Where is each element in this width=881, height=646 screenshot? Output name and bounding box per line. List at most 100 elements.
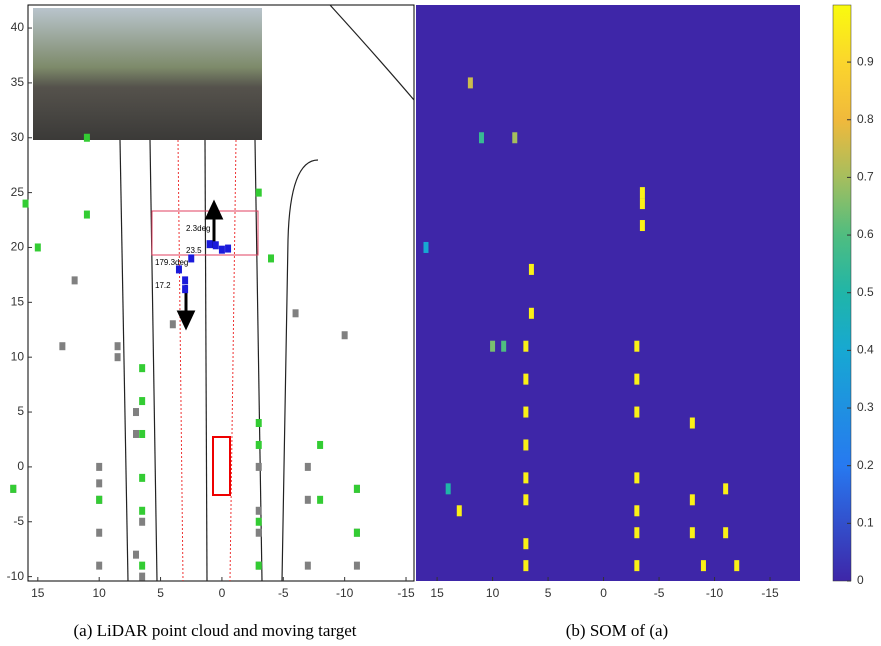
point — [305, 463, 311, 471]
point — [305, 562, 311, 570]
cell — [734, 560, 739, 571]
point — [182, 285, 188, 293]
cell — [523, 374, 528, 385]
cell — [523, 341, 528, 352]
point — [139, 474, 145, 482]
x-tick-label: -5 — [654, 586, 665, 600]
x-tick-label: 0 — [600, 586, 607, 600]
cell — [634, 505, 639, 516]
point — [256, 529, 262, 537]
point — [225, 245, 231, 253]
cell — [529, 264, 534, 275]
cell — [529, 308, 534, 319]
x-tick-label: 15 — [430, 586, 444, 600]
cell — [523, 407, 528, 418]
cell — [423, 242, 428, 253]
camera-inset — [33, 8, 262, 140]
y-tick-label: -10 — [7, 569, 25, 583]
cell — [523, 494, 528, 505]
annotation: 179.3deg — [155, 258, 188, 267]
point — [96, 463, 102, 471]
colorbar-tick-label: 0.9 — [857, 54, 874, 68]
cell — [523, 472, 528, 483]
cell — [634, 472, 639, 483]
annotation: 2.3deg — [186, 224, 210, 233]
point — [72, 276, 78, 284]
cell — [479, 132, 484, 143]
point — [133, 430, 139, 438]
point — [342, 331, 348, 339]
point — [10, 485, 16, 493]
y-tick-label: 25 — [11, 185, 25, 199]
cell — [446, 483, 451, 494]
cell — [690, 494, 695, 505]
x-tick-label: 10 — [486, 586, 500, 600]
point — [354, 562, 360, 570]
x-tick-label: 15 — [31, 586, 45, 600]
point — [96, 562, 102, 570]
x-tick-label: 5 — [157, 586, 164, 600]
y-tick-label: 35 — [11, 75, 25, 89]
cell — [690, 527, 695, 538]
cell — [523, 560, 528, 571]
colorbar-tick-label: 0.7 — [857, 170, 874, 184]
cell — [701, 560, 706, 571]
point — [207, 240, 213, 248]
annotation: 23.5 — [186, 246, 202, 255]
caption: (b) SOM of (a) — [566, 621, 668, 640]
cell — [634, 407, 639, 418]
plot-b-frame — [416, 5, 800, 581]
x-tick-label: -15 — [397, 586, 415, 600]
point — [256, 562, 262, 570]
point — [115, 342, 121, 350]
y-tick-label: 40 — [11, 20, 25, 34]
point — [256, 189, 262, 197]
point — [188, 254, 194, 262]
cell — [723, 527, 728, 538]
point — [84, 134, 90, 142]
colorbar-tick-label: 0.1 — [857, 516, 874, 530]
point — [23, 200, 29, 208]
colorbar-tick-label: 0.8 — [857, 112, 874, 126]
point — [59, 342, 65, 350]
cell — [634, 560, 639, 571]
cell — [634, 341, 639, 352]
x-tick-label: -10 — [336, 586, 354, 600]
point — [84, 211, 90, 219]
caption: (a) LiDAR point cloud and moving target — [74, 621, 357, 640]
point — [354, 529, 360, 537]
colorbar-tick-label: 0.5 — [857, 285, 874, 299]
y-tick-label: 10 — [11, 349, 25, 363]
cell — [634, 527, 639, 538]
cell — [634, 374, 639, 385]
point — [317, 441, 323, 449]
y-tick-label: 30 — [11, 130, 25, 144]
point — [139, 397, 145, 405]
cell — [523, 538, 528, 549]
point — [96, 529, 102, 537]
x-tick-label: -5 — [278, 586, 289, 600]
point — [133, 408, 139, 416]
cell — [640, 220, 645, 231]
point — [133, 551, 139, 559]
y-tick-label: -5 — [13, 514, 24, 528]
cell — [690, 418, 695, 429]
cell — [640, 198, 645, 209]
point — [256, 518, 262, 526]
point — [256, 419, 262, 427]
x-tick-label: 0 — [219, 586, 226, 600]
y-tick-label: 20 — [11, 240, 25, 254]
colorbar-tick-label: 0.3 — [857, 400, 874, 414]
point — [139, 364, 145, 372]
point — [139, 562, 145, 570]
cell — [723, 483, 728, 494]
point — [182, 276, 188, 284]
cell — [457, 505, 462, 516]
cell — [501, 341, 506, 352]
y-tick-label: 15 — [11, 294, 25, 308]
point — [213, 241, 219, 249]
cell — [640, 187, 645, 198]
point — [139, 518, 145, 526]
x-tick-label: 5 — [545, 586, 552, 600]
colorbar-tick-label: 0.6 — [857, 227, 874, 241]
